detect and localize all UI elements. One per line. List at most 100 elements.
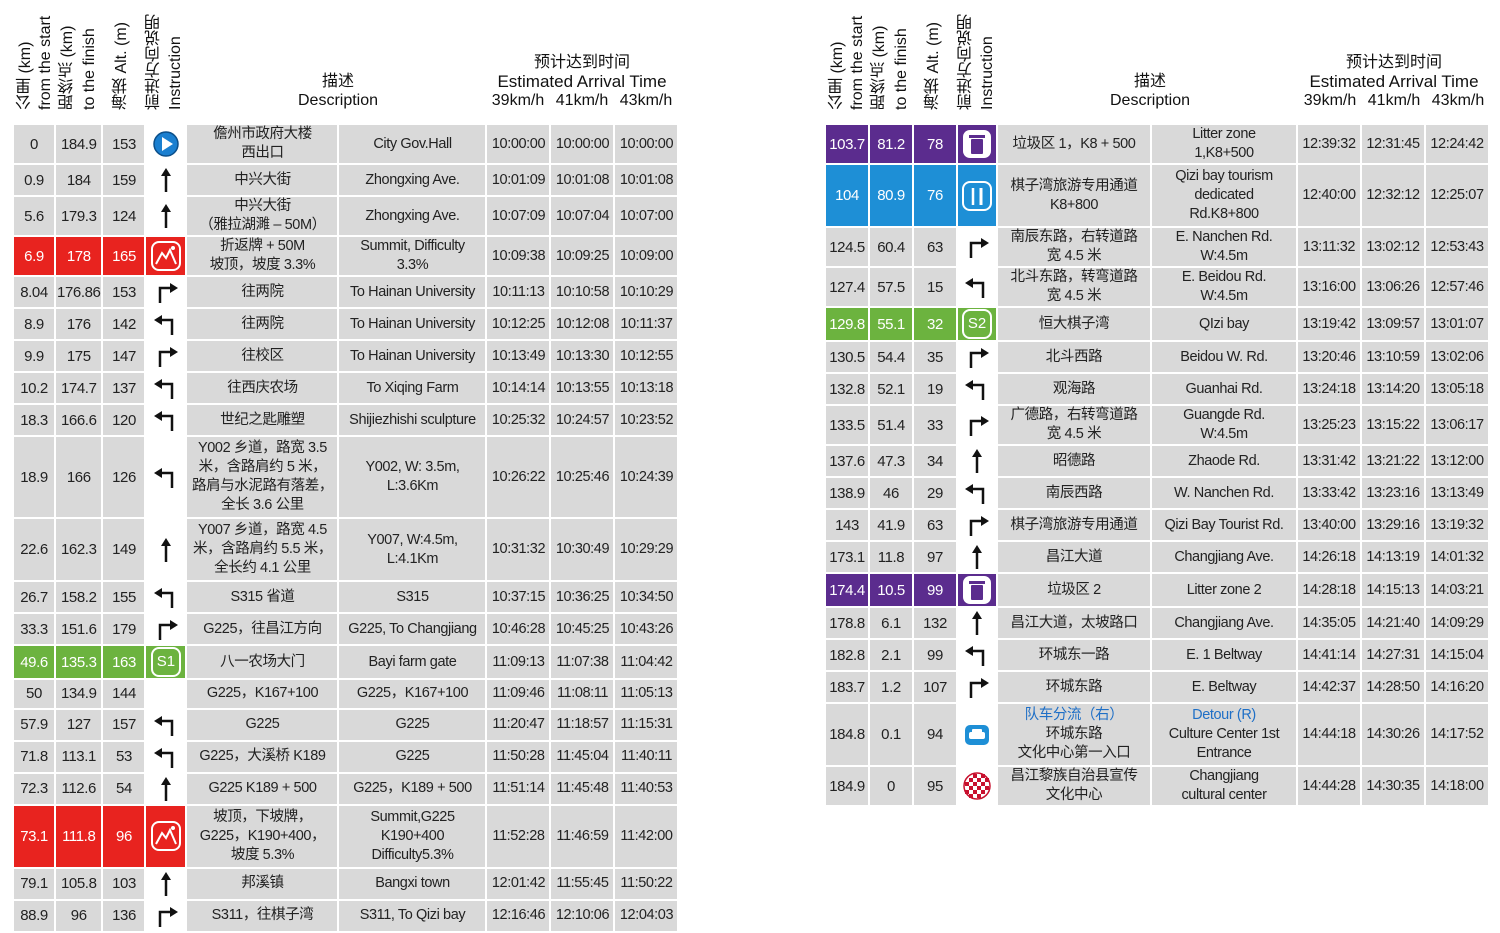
cell-instruction <box>146 165 186 195</box>
icon-svg <box>150 241 181 271</box>
description-text: 邦溪镇 <box>241 875 284 892</box>
description-text: S315 <box>396 588 429 605</box>
description-text: G225，K167+100 <box>356 685 469 702</box>
cell-time: 13:40:00 <box>1298 510 1360 540</box>
description-text: 环城东一路 <box>1038 646 1110 663</box>
cell-to-finish: 2.1 <box>870 640 912 670</box>
description-text: 广德路，右转弯道路 宽 4.5 米 <box>1010 407 1138 442</box>
cell-time: 10:00:00 <box>615 125 678 163</box>
arrow-head <box>153 468 162 478</box>
cell-alt: 94 <box>914 704 956 765</box>
cell-time: 12:40:00 <box>1298 165 1360 226</box>
cell-km: 8.04 <box>14 277 54 307</box>
cell-instruction <box>958 374 996 404</box>
cell-km: 129.8 <box>826 308 868 340</box>
cell-time: 14:09:29 <box>1426 608 1488 638</box>
cell-to-finish: 112.6 <box>56 773 102 804</box>
arrow-head <box>169 620 178 630</box>
description-text: Bangxi town <box>375 875 450 892</box>
arrow-shaft <box>158 910 171 927</box>
cell-alt: 165 <box>103 237 145 275</box>
cell-time: 12:24:42 <box>1426 125 1488 163</box>
cell-description-en: Guanhai Rd. <box>1152 374 1296 404</box>
cell-time: 10:09:38 <box>487 237 550 275</box>
cell-time: 13:06:17 <box>1426 406 1488 444</box>
instruction-icon <box>962 272 992 302</box>
header-vertical: Instruction <box>167 36 184 110</box>
cell-to-finish: 175 <box>56 341 102 371</box>
description-text: G225，大溪桥 K189 <box>199 748 326 765</box>
cell-instruction <box>146 309 186 339</box>
instruction-icon <box>962 180 992 211</box>
arrow-head <box>972 611 982 619</box>
description-text: G225 <box>395 716 430 733</box>
cell-alt: 95 <box>914 767 956 805</box>
check <box>981 790 985 794</box>
cell-time: 10:30:49 <box>551 519 614 580</box>
description-text: City Gov.Hall <box>373 135 452 152</box>
cell-time: 11:51:14 <box>487 773 550 804</box>
cell-instruction <box>958 704 996 765</box>
cell-alt: 136 <box>103 900 145 931</box>
cell-instruction <box>958 342 996 372</box>
cell-km: 182.8 <box>826 640 868 670</box>
arrow-head <box>965 484 973 494</box>
cell-description-cn: 北斗东路，转弯道路 宽 4.5 米 <box>998 268 1150 306</box>
route-row: 127.4 57.5 15 北斗东路，转弯道路 宽 4.5 米 E. Beidou Rd… <box>826 268 1488 306</box>
cell-time: 10:09:00 <box>615 237 678 275</box>
cell-time: 13:24:18 <box>1298 374 1360 404</box>
icon-svg <box>963 130 991 158</box>
arrow-head <box>160 776 171 785</box>
cell-instruction <box>146 197 186 235</box>
cell-time: 11:46:59 <box>551 805 614 867</box>
arrow-head <box>169 283 178 293</box>
cell-km: 18.9 <box>14 437 54 517</box>
cell-description-cn: 北斗西路 <box>998 342 1150 372</box>
header-speed: 41km/h <box>1367 92 1421 109</box>
cell-alt: 147 <box>103 341 145 371</box>
description-text: 坡顶，下坡牌， G225，K190+400， 坡度 5.3% <box>199 808 326 863</box>
icon-svg <box>158 906 178 927</box>
description-text: 棋子湾旅游专用通道 K8+800 <box>1010 177 1138 213</box>
header-vertical: from the start <box>37 15 54 110</box>
route-row: 103.7 81.2 78 垃圾区 1，K8 + 500 Litter zone 1,K… <box>826 125 1488 163</box>
cell-time: 10:45:25 <box>551 614 614 644</box>
header-speed: 39km/h <box>1303 92 1357 109</box>
cell-description-en: Bangxi town <box>339 868 486 899</box>
instruction-icon <box>962 640 992 670</box>
arrow-shaft <box>160 719 174 736</box>
route-row: 50 134.9 144 G225，K167+100 G225，K167+100 11:0… <box>14 680 678 708</box>
icon-svg <box>158 283 178 303</box>
header-vertical: 前进方向说明 <box>958 14 975 110</box>
cell-km: 184.8 <box>826 704 868 765</box>
cell-to-finish: 176.86 <box>56 277 102 307</box>
instruction-icon <box>962 374 992 404</box>
header-vertical: from the start <box>849 15 866 110</box>
cell-time: 11:09:13 <box>487 646 550 678</box>
cell-time: 13:31:42 <box>1298 446 1360 476</box>
description-text: 观海路 <box>1052 380 1096 397</box>
cell-km: 183.7 <box>826 672 868 702</box>
icon-svg <box>969 238 989 258</box>
cell-description-en: To Xiqing Farm <box>339 373 486 403</box>
cell-time: 13:15:22 <box>1362 406 1424 444</box>
cell-time: 14:42:37 <box>1298 672 1360 702</box>
instruction-icon <box>151 742 181 772</box>
instruction-icon <box>151 341 181 371</box>
arrow-head <box>981 416 989 426</box>
bin-lid <box>969 581 985 584</box>
cell-description-cn: 折返牌 + 50M 坡顶，坡度 3.3% <box>187 237 338 275</box>
cell-description-cn: 邦溪镇 <box>187 868 338 899</box>
car <box>969 731 985 739</box>
feed-box <box>962 180 992 211</box>
header-vertical: 海拔 Alt. (m) <box>925 22 942 110</box>
cell-time: 10:13:30 <box>551 341 614 371</box>
instruction-icon <box>962 446 992 476</box>
cell-time: 11:52:28 <box>487 805 550 867</box>
route-row: 57.9 127 157 G225 G225 11:20:47 11:18:57 11:15:… <box>14 709 678 740</box>
cell-time: 13:10:59 <box>1362 342 1424 372</box>
cell-to-finish: 51.4 <box>870 406 912 444</box>
icon-svg <box>160 204 171 228</box>
description-text: 垃圾区 2 <box>1047 581 1101 598</box>
cell-km: 127.4 <box>826 268 868 306</box>
